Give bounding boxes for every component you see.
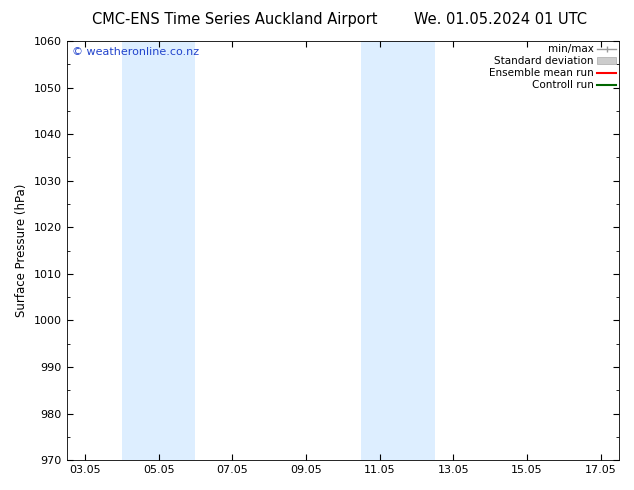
- Bar: [361, 41, 398, 460]
- Y-axis label: Surface Pressure (hPa): Surface Pressure (hPa): [15, 184, 28, 318]
- Text: CMC-ENS Time Series Auckland Airport: CMC-ENS Time Series Auckland Airport: [92, 12, 377, 27]
- Bar: [122, 41, 158, 460]
- Text: We. 01.05.2024 01 UTC: We. 01.05.2024 01 UTC: [415, 12, 587, 27]
- Bar: [398, 41, 435, 460]
- Text: © weatheronline.co.nz: © weatheronline.co.nz: [72, 48, 199, 57]
- Bar: [158, 41, 195, 460]
- Legend: min/max, Standard deviation, Ensemble mean run, Controll run: min/max, Standard deviation, Ensemble me…: [489, 44, 616, 91]
